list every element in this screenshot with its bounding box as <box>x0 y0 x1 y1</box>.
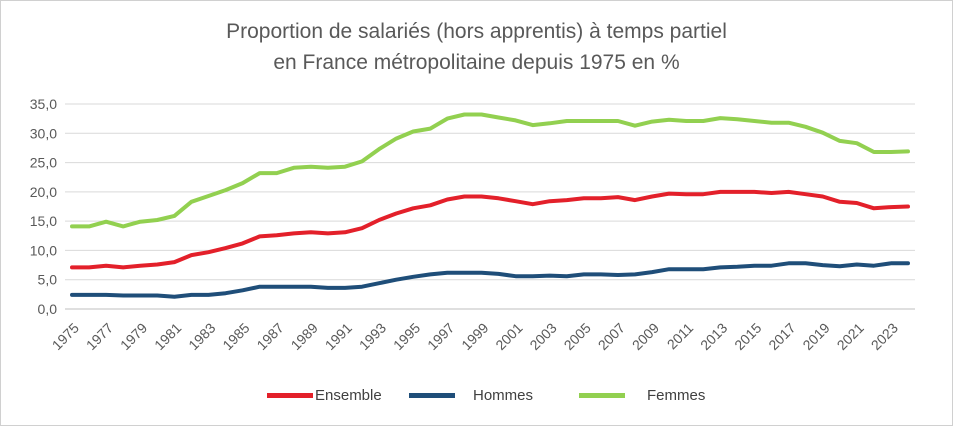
x-tick-label: 2019 <box>799 320 832 353</box>
x-tick-label: 2009 <box>629 320 662 353</box>
chart-title-line-2: en France métropolitaine depuis 1975 en … <box>273 51 680 74</box>
chart-title-line-1: Proportion de salariés (hors apprentis) … <box>226 20 727 43</box>
legend-item-hommes: Hommes <box>409 384 533 406</box>
legend-label: Hommes <box>473 386 534 404</box>
legend-swatch <box>579 392 625 398</box>
x-tick-label: 2013 <box>697 320 730 353</box>
x-tick-label: 1975 <box>49 320 82 353</box>
x-tick-label: 2017 <box>765 320 798 353</box>
legend-item-femmes: Femmes <box>579 384 705 406</box>
series-line-femmes <box>70 112 910 229</box>
x-tick-label: 1993 <box>356 320 389 353</box>
x-tick-label: 2001 <box>492 320 525 353</box>
legend-label: Ensemble <box>315 386 382 404</box>
series-line-hommes <box>70 261 910 299</box>
series-lines <box>70 112 910 299</box>
y-tick-label: 20,0 <box>30 184 57 200</box>
x-tick-label: 2023 <box>868 320 901 353</box>
x-tick-label: 1977 <box>83 320 116 353</box>
x-tick-label: 1985 <box>219 320 252 353</box>
y-tick-label: 35,0 <box>30 96 57 112</box>
legend-item-ensemble: Ensemble <box>267 384 382 406</box>
x-tick-label: 2011 <box>664 320 697 353</box>
y-tick-label: 0,0 <box>38 301 58 317</box>
x-tick-label: 1989 <box>288 320 321 353</box>
x-tick-label: 2005 <box>561 320 594 353</box>
legend-swatch <box>409 392 455 398</box>
y-tick-label: 10,0 <box>30 242 57 258</box>
x-tick-label: 1981 <box>151 320 184 353</box>
x-tick-label: 1999 <box>458 320 491 353</box>
y-axis: 0,0 5,0 10,0 15,0 20,0 25,0 30,0 35,0 <box>30 96 57 317</box>
y-tick-label: 30,0 <box>30 125 57 141</box>
chart-title: Proportion de salariés (hors apprentis) … <box>0 16 953 78</box>
x-tick-label: 1983 <box>185 320 218 353</box>
x-tick-label: 1995 <box>390 320 423 353</box>
x-tick-label: 1991 <box>322 320 355 353</box>
y-tick-label: 25,0 <box>30 155 57 171</box>
legend: Ensemble Hommes Femmes <box>0 384 953 406</box>
x-tick-label: 1997 <box>424 320 457 353</box>
x-tick-label: 2021 <box>834 320 867 353</box>
legend-swatch <box>267 392 313 398</box>
x-tick-label: 2007 <box>595 320 628 353</box>
x-tick-label: 2015 <box>731 320 764 353</box>
x-tick-label: 2003 <box>526 320 559 353</box>
y-tick-label: 5,0 <box>38 272 58 288</box>
series-line-ensemble <box>70 189 910 270</box>
legend-label: Femmes <box>647 386 706 404</box>
x-tick-label: 1979 <box>117 320 150 353</box>
x-tick-label: 1987 <box>253 320 286 353</box>
y-tick-label: 15,0 <box>30 213 57 229</box>
gridlines <box>65 103 915 310</box>
x-axis: 1975 1977 1979 1981 1983 1985 1987 1989 1991 1993… <box>49 320 901 353</box>
